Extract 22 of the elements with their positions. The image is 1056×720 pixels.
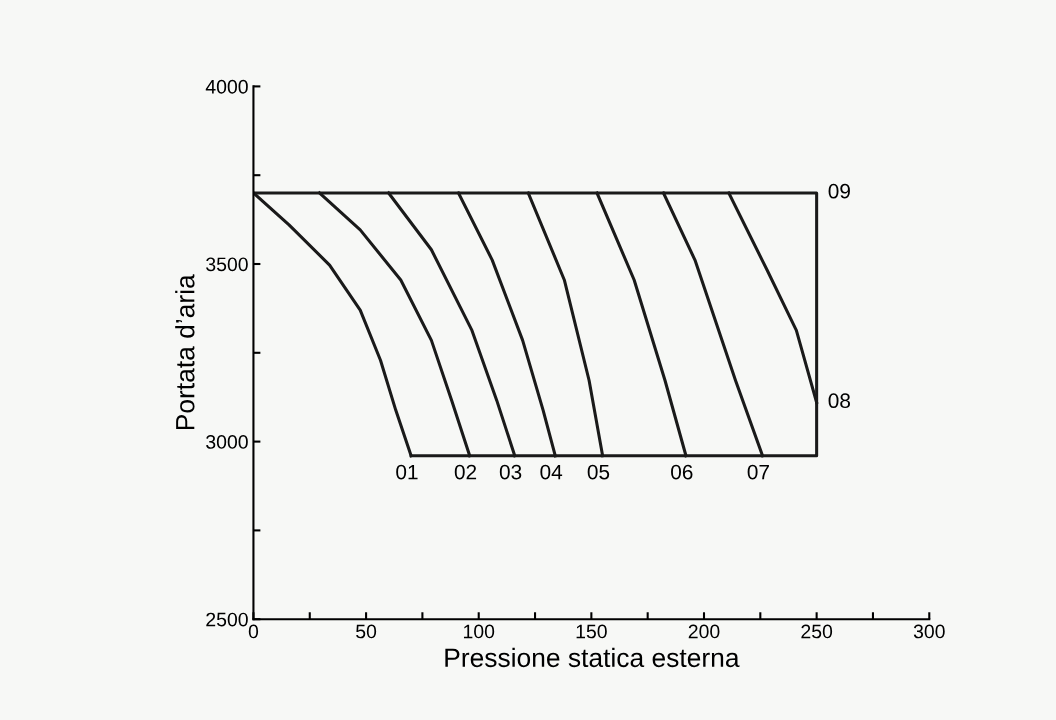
y-tick-label: 3000 xyxy=(206,435,248,449)
x-tick-label: 200 xyxy=(688,624,720,639)
y-axis-title: Portata d’aria xyxy=(175,274,195,430)
x-tick-label: 100 xyxy=(463,624,495,639)
annotation: 07 xyxy=(747,464,769,480)
annotation: 06 xyxy=(671,464,693,480)
y-tick-label: 2500 xyxy=(206,612,248,627)
annotation: 09 xyxy=(828,183,850,199)
x-tick-label: 150 xyxy=(576,624,607,639)
x-tick-label: 0 xyxy=(248,624,259,639)
annotation: 02 xyxy=(454,464,477,480)
y-tick-label: 4000 xyxy=(205,79,248,94)
x-tick-label: 50 xyxy=(356,624,377,639)
annotation: 01 xyxy=(396,464,418,480)
annotation: 03 xyxy=(499,464,522,480)
annotation: 08 xyxy=(828,393,851,409)
x-tick-label: 300 xyxy=(913,624,945,639)
x-axis-title: Pressione statica esterna xyxy=(445,647,740,668)
annotation: 04 xyxy=(540,464,563,480)
y-tick-label: 3500 xyxy=(206,257,248,272)
annotation: 05 xyxy=(587,464,610,480)
x-tick-label: 250 xyxy=(801,624,833,639)
